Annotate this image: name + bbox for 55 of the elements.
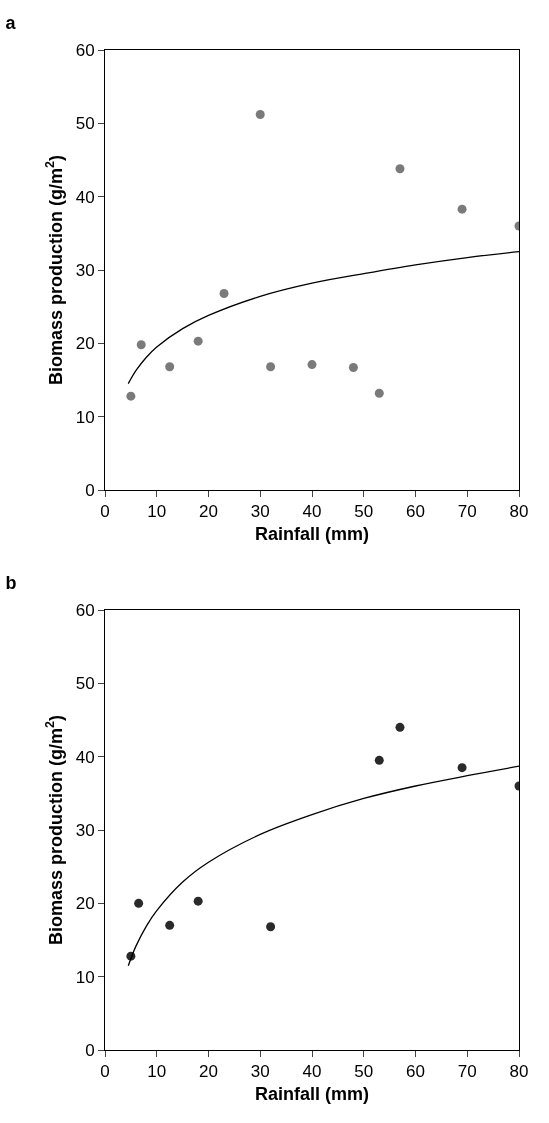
x-tick-label: 70 xyxy=(457,1062,477,1082)
point xyxy=(165,920,175,930)
y-tick-label: 0 xyxy=(85,480,95,500)
x-tick-label: 10 xyxy=(147,502,167,522)
x-tick-label: 80 xyxy=(509,502,529,522)
y-tick-label: 20 xyxy=(75,894,95,914)
point xyxy=(136,340,146,350)
point xyxy=(165,362,175,372)
chart-title: a xyxy=(5,13,17,34)
y-tick-label: 30 xyxy=(75,820,95,840)
x-axis-title: Rainfall (mm) xyxy=(254,1083,370,1104)
x-tick-label: 50 xyxy=(354,1062,374,1082)
point xyxy=(126,391,136,401)
x-tick-label: 40 xyxy=(302,502,322,522)
y-tick-label: 40 xyxy=(75,187,95,207)
point xyxy=(255,110,265,120)
y-tick-label: 50 xyxy=(75,114,95,134)
x-tick-label: 60 xyxy=(406,502,425,522)
x-tick-label: 70 xyxy=(457,502,477,522)
y-tick-label: 30 xyxy=(75,260,95,280)
y-tick-label: 50 xyxy=(75,674,95,694)
y-tick-label: 60 xyxy=(75,40,95,60)
x-tick-label: 0 xyxy=(100,1062,110,1082)
x-tick-label: 80 xyxy=(509,1062,529,1082)
point xyxy=(134,898,144,908)
point xyxy=(348,363,358,373)
y-tick-label: 10 xyxy=(75,407,95,427)
x-tick-label: 20 xyxy=(199,1062,218,1082)
point xyxy=(193,336,203,346)
y-tick-label: 60 xyxy=(75,600,95,620)
point xyxy=(395,722,405,732)
point xyxy=(266,922,276,932)
point xyxy=(374,755,384,765)
point xyxy=(395,164,405,174)
y-tick-label: 0 xyxy=(85,1040,95,1060)
x-axis-title: Rainfall (mm) xyxy=(254,523,370,544)
chart-title: b xyxy=(5,573,17,594)
x-tick-label: 10 xyxy=(147,1062,167,1082)
y-tick-label: 40 xyxy=(75,747,95,767)
point xyxy=(307,360,317,370)
point xyxy=(266,362,276,372)
point xyxy=(219,288,229,298)
x-tick-label: 40 xyxy=(302,1062,322,1082)
point xyxy=(457,763,467,773)
x-tick-label: 60 xyxy=(406,1062,425,1082)
point xyxy=(457,204,467,214)
point xyxy=(374,388,384,398)
y-tick-label: 10 xyxy=(75,967,95,987)
y-tick-label: 20 xyxy=(75,334,95,354)
x-tick-label: 0 xyxy=(100,502,110,522)
point xyxy=(193,896,203,906)
x-tick-label: 20 xyxy=(199,502,218,522)
x-tick-label: 30 xyxy=(250,1062,270,1082)
x-tick-label: 30 xyxy=(250,502,270,522)
x-tick-label: 50 xyxy=(354,502,374,522)
